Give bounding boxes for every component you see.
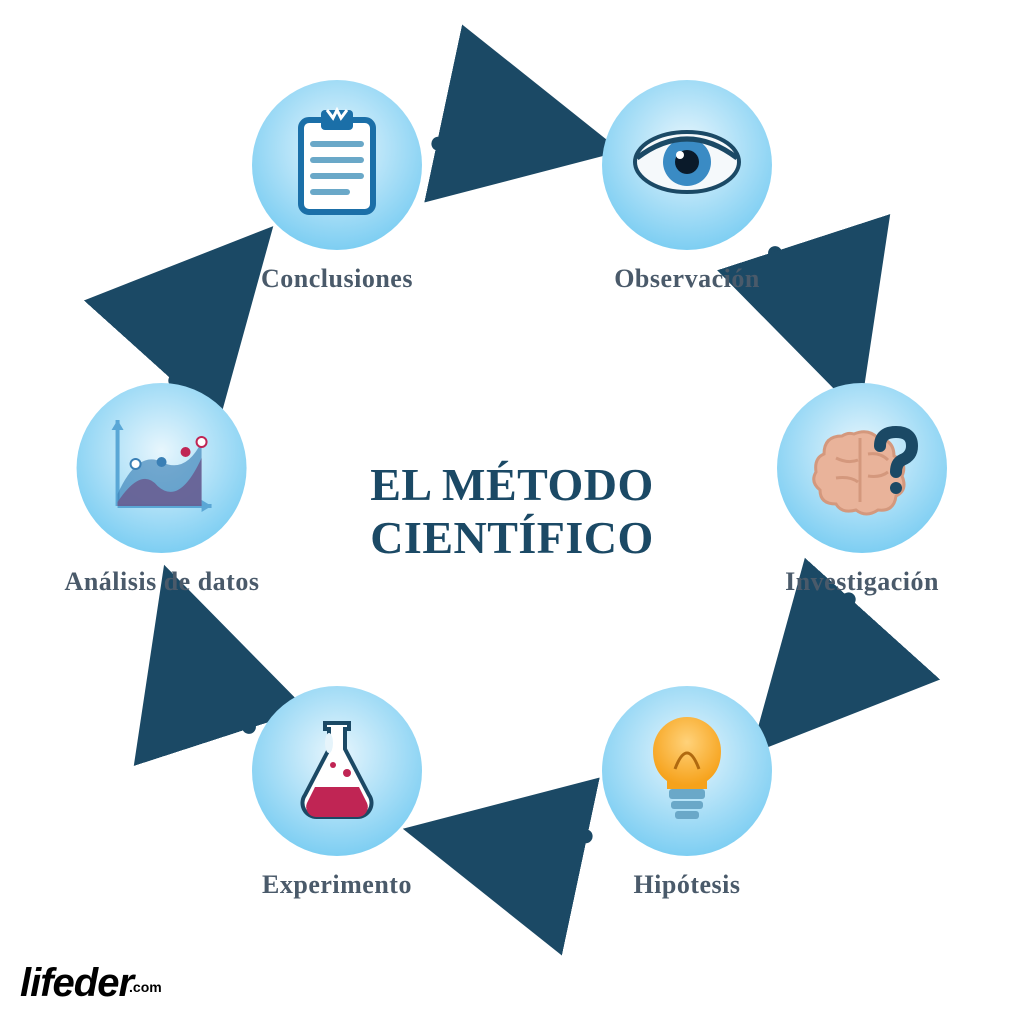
node-label: Conclusiones — [261, 264, 413, 294]
arrow-conclusiones-to-observacion — [438, 136, 585, 144]
node-circle — [602, 686, 772, 856]
node-label: Investigación — [785, 567, 939, 597]
node-circle — [252, 686, 422, 856]
node-label: Experimento — [262, 870, 412, 900]
clipboard-icon — [277, 102, 397, 227]
logo-tld: .com — [129, 979, 162, 995]
node-investigacion: Investigación — [777, 383, 947, 597]
node-circle — [777, 383, 947, 553]
node-circle — [252, 80, 422, 250]
logo: lifeder.com — [20, 961, 166, 1006]
arrow-analisis-to-conclusiones — [175, 253, 249, 380]
node-label: Análisis de datos — [65, 567, 260, 597]
brain-question-icon — [802, 406, 922, 531]
node-hipotesis: Hipótesis — [602, 686, 772, 900]
node-circle — [77, 383, 247, 553]
node-conclusiones: Conclusiones — [252, 80, 422, 294]
diagram-canvas: EL MÉTODO CIENTÍFICO Observación Investi… — [0, 0, 1024, 1024]
logo-brand: lifeder — [20, 961, 133, 1005]
arrow-observacion-to-investigacion — [775, 253, 849, 380]
node-label: Hipótesis — [633, 870, 740, 900]
lightbulb-icon — [627, 709, 747, 834]
eye-icon — [627, 102, 747, 227]
node-analisis: Análisis de datos — [65, 383, 260, 597]
node-observacion: Observación — [602, 80, 772, 294]
chart-icon — [102, 406, 222, 531]
arrow-experimento-to-analisis — [175, 599, 249, 726]
arrow-hipotesis-to-experimento — [438, 836, 585, 844]
node-label: Observación — [614, 264, 760, 294]
flask-icon — [277, 709, 397, 834]
node-experimento: Experimento — [252, 686, 422, 900]
node-circle — [602, 80, 772, 250]
arrow-investigacion-to-hipotesis — [775, 599, 849, 726]
